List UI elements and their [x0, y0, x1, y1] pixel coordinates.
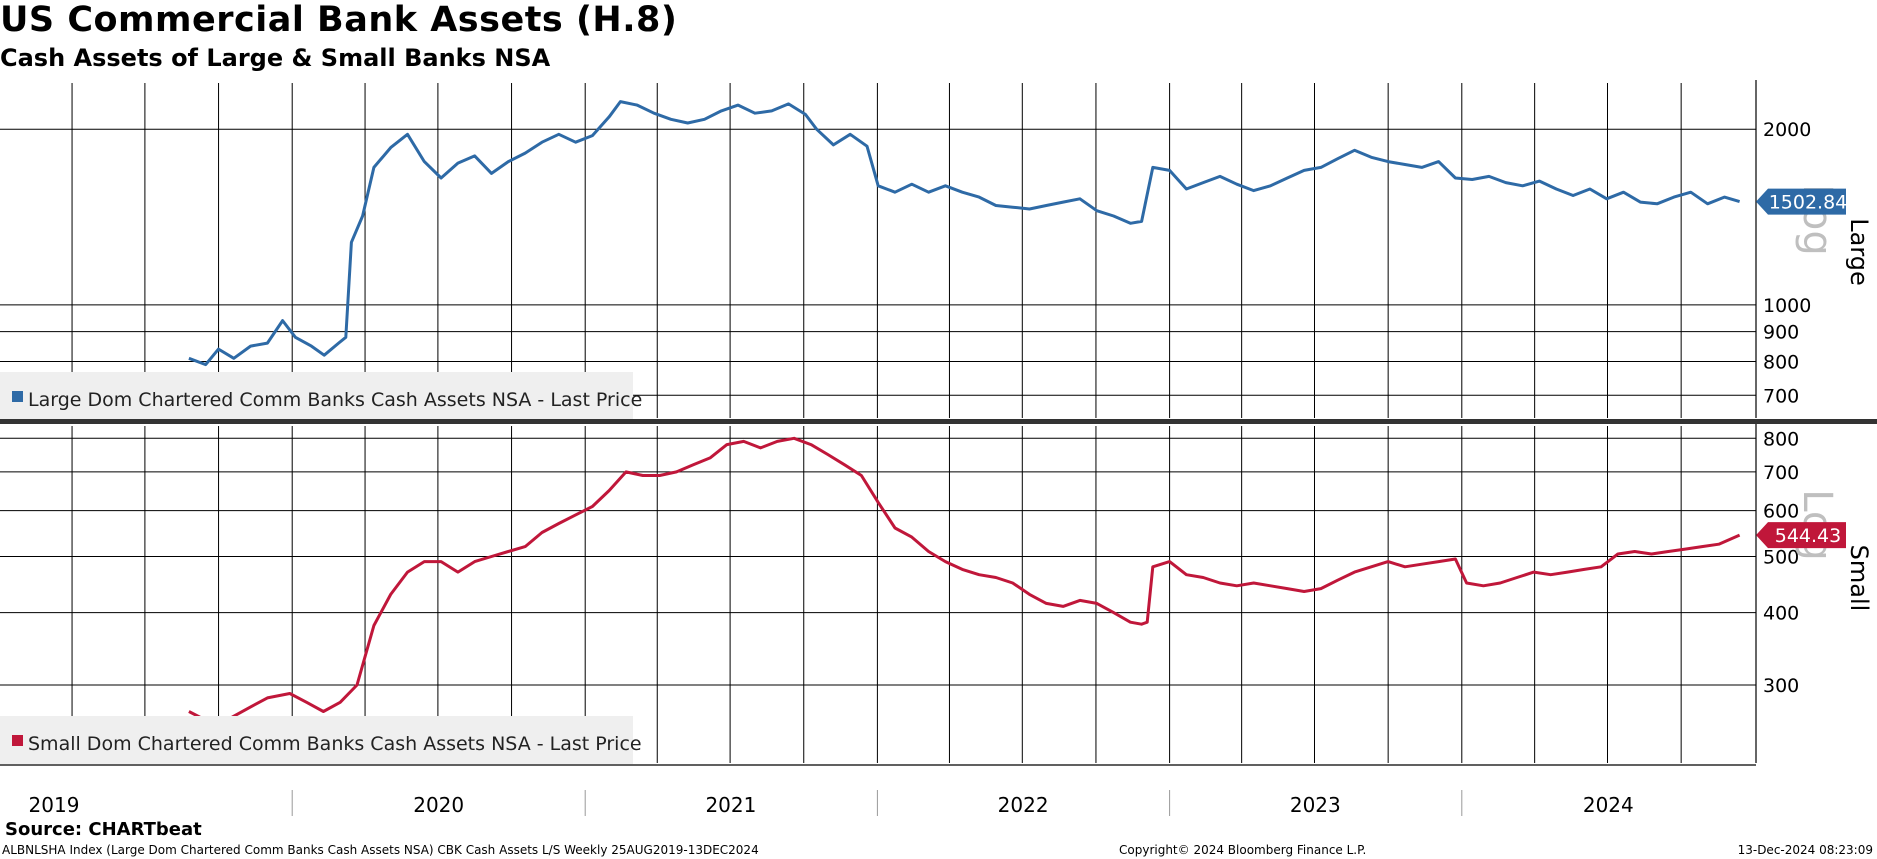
- x-tick-label: 2020: [413, 793, 464, 817]
- last-value-badge: [1756, 522, 1846, 549]
- y-tick-label: 1000: [1763, 295, 1811, 317]
- y-tick-label: 900: [1763, 322, 1799, 344]
- y-tick-label: 600: [1763, 501, 1799, 523]
- y-tick-label: 500: [1763, 546, 1799, 568]
- legend-swatch: [12, 735, 23, 746]
- chart-title: US Commercial Bank Assets (H.8): [0, 0, 678, 40]
- legend-box: [0, 372, 633, 420]
- panel-divider: [0, 419, 1877, 424]
- y-tick-label: 700: [1763, 385, 1799, 407]
- last-value-tag: 544.43: [1756, 522, 1846, 549]
- y-tick-label: 2000: [1763, 119, 1811, 141]
- x-tick-label: 2021: [705, 793, 756, 817]
- y-axis-title: Large: [1845, 218, 1873, 286]
- series-line: [188, 100, 1741, 367]
- last-value-tag: 1502.84: [1756, 188, 1848, 215]
- last-value-label: 544.43: [1775, 525, 1841, 547]
- x-tick-label: 2024: [1583, 793, 1634, 817]
- y-axis-title: Small: [1845, 545, 1873, 612]
- legend-label: Large Dom Chartered Comm Banks Cash Asse…: [28, 389, 642, 411]
- y-tick-label: 400: [1763, 603, 1799, 625]
- footer-timestamp: 13-Dec-2024 08:23:09: [1737, 843, 1873, 857]
- legend-label: Small Dom Chartered Comm Banks Cash Asse…: [28, 733, 642, 755]
- last-value-label: 1502.84: [1769, 192, 1848, 214]
- footer-copyright: Copyright© 2024 Bloomberg Finance L.P.: [1119, 843, 1367, 857]
- y-tick-label: 300: [1763, 675, 1799, 697]
- y-tick-label: 800: [1763, 428, 1799, 450]
- series-line: [188, 436, 1741, 728]
- x-tick-label: 2019: [29, 793, 80, 817]
- y-tick-label: 800: [1763, 351, 1799, 373]
- source-label: Source: CHARTbeat: [5, 819, 202, 840]
- footer-ticker-description: ALBNLSHA Index (Large Dom Chartered Comm…: [2, 843, 759, 857]
- legend-swatch: [12, 391, 23, 402]
- x-tick-label: 2022: [998, 793, 1049, 817]
- chart-subtitle: Cash Assets of Large & Small Banks NSA: [0, 44, 551, 72]
- y-tick-label: 700: [1763, 462, 1799, 484]
- x-tick-label: 2023: [1290, 793, 1341, 817]
- last-value-badge: [1756, 188, 1846, 215]
- legend-box: [0, 716, 633, 764]
